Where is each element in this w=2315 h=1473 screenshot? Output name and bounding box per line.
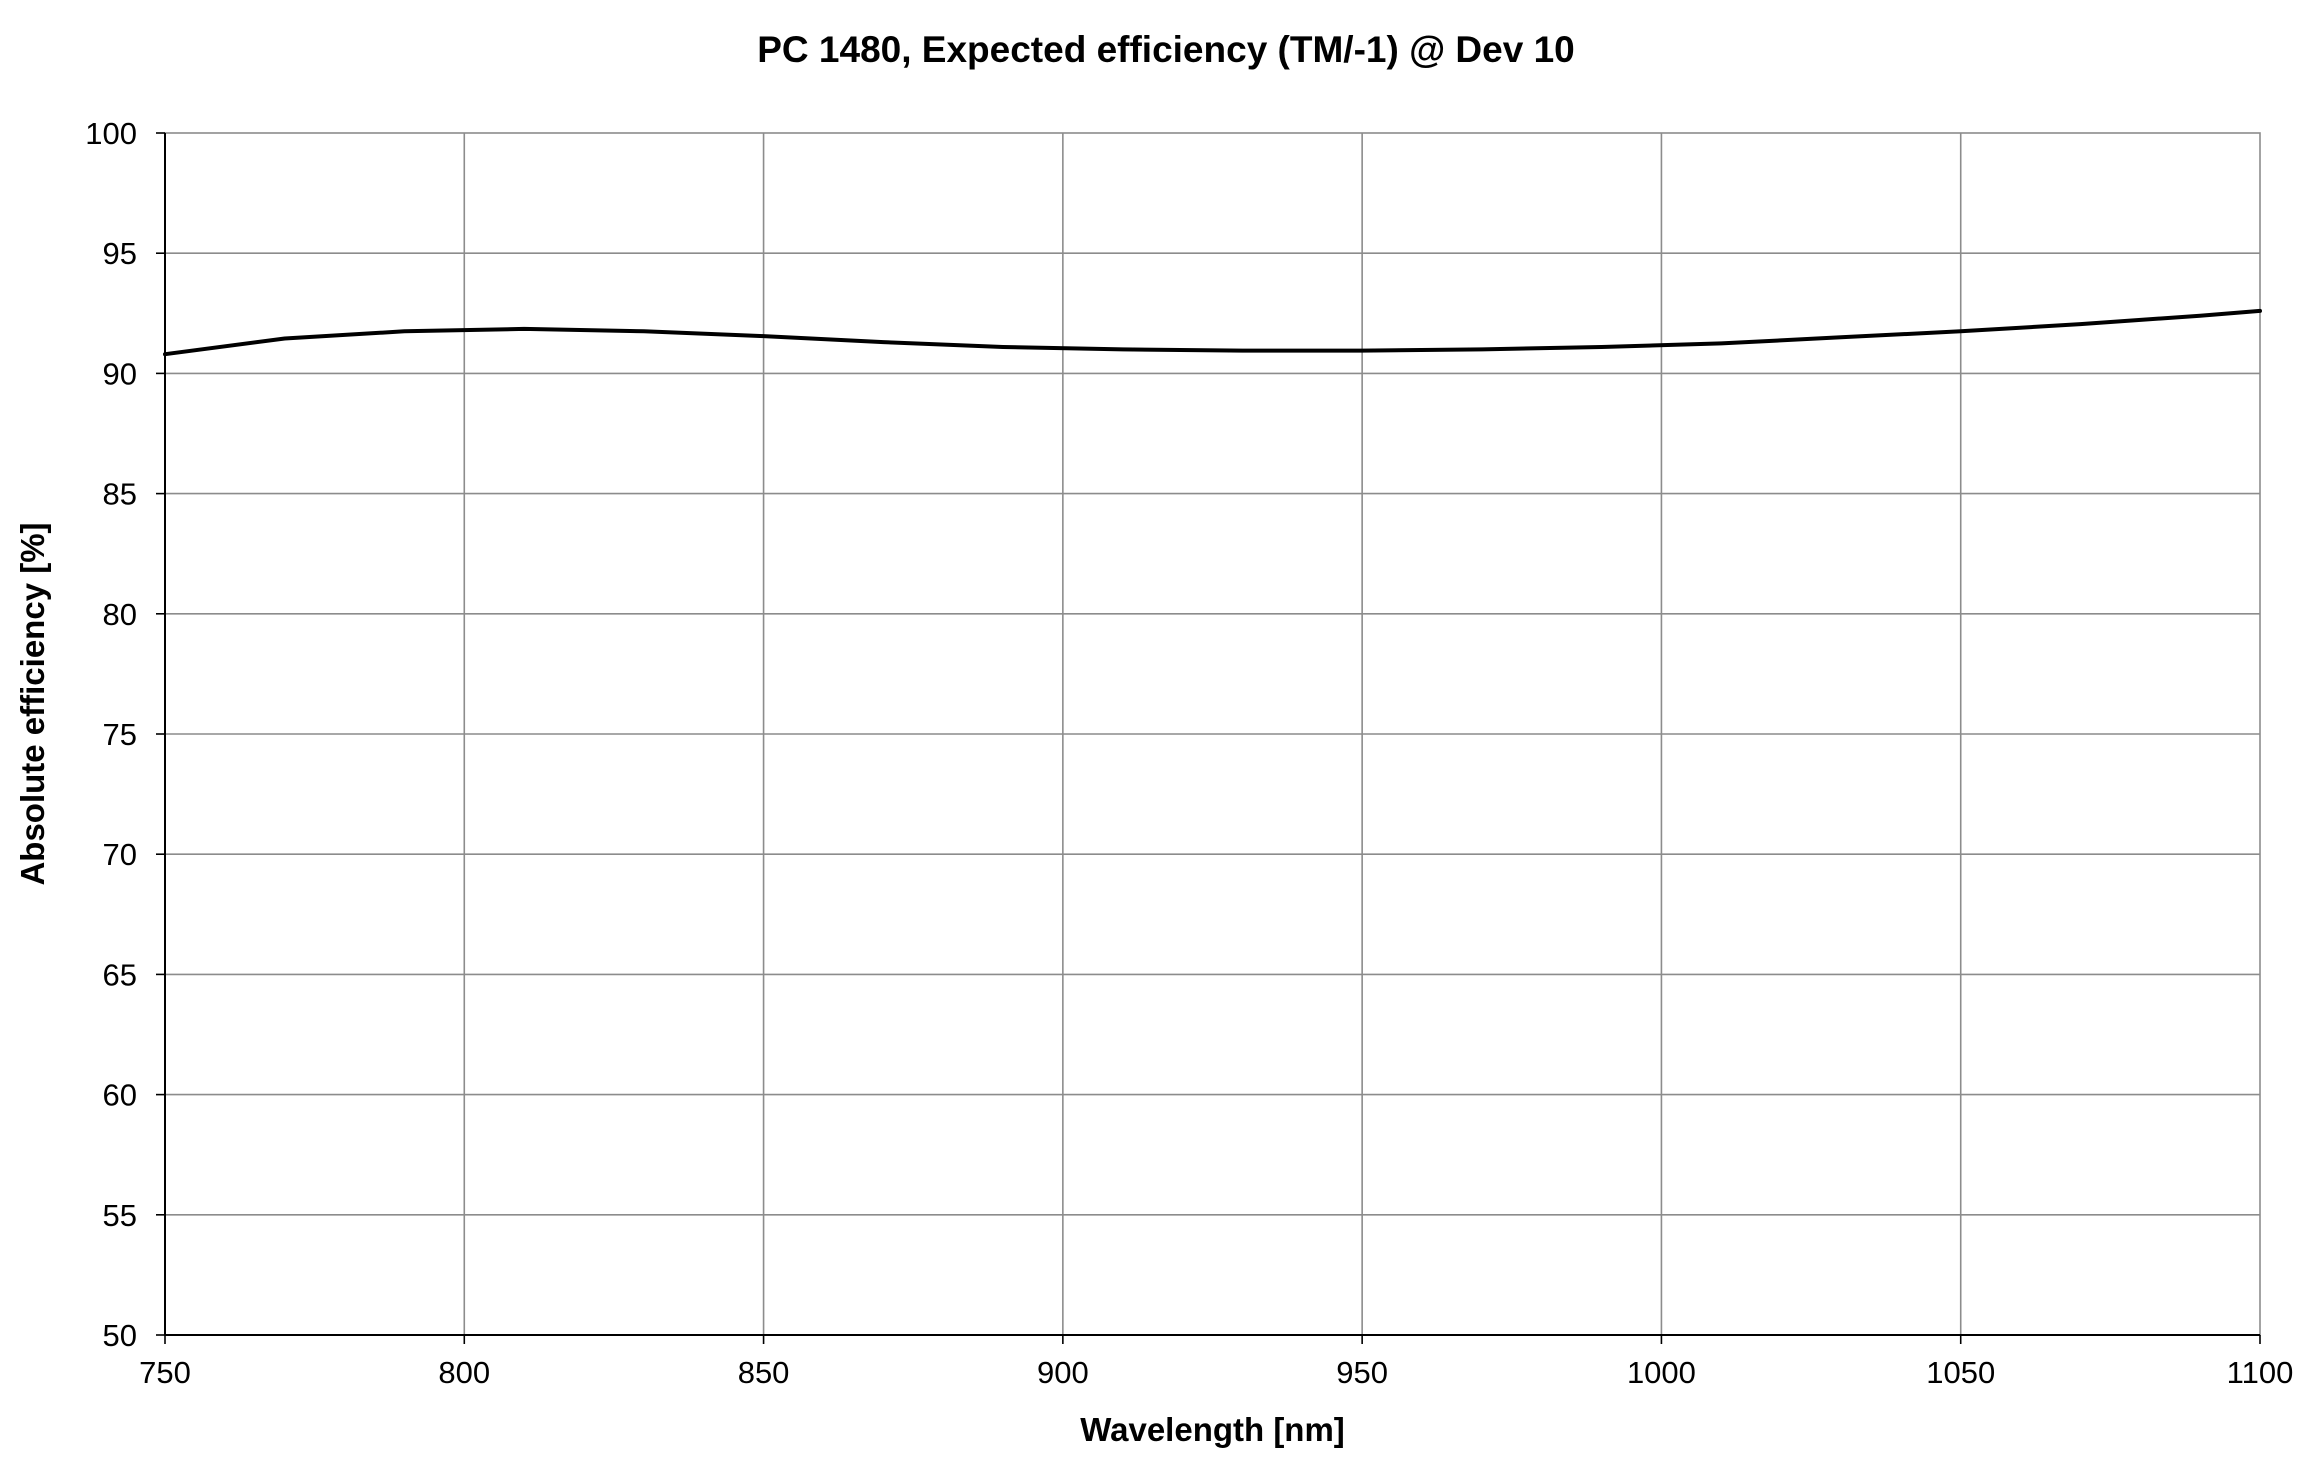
y-tick-label: 85 [103, 477, 137, 512]
tick-labels: 750 800 850 900 950 1000 1050 1100 50 55 60 65 70 75 8… [85, 116, 2293, 1390]
y-tick-label: 75 [103, 717, 137, 752]
series-line [163, 308, 2262, 357]
y-tick-label: 60 [103, 1078, 137, 1113]
y-tick-label: 55 [103, 1198, 137, 1233]
x-tick-label: 800 [438, 1355, 490, 1390]
y-tick-label: 100 [85, 116, 137, 151]
x-tick-label: 750 [139, 1355, 191, 1390]
chart-title: PC 1480, Expected efficiency (TM/-1) @ D… [757, 29, 1575, 70]
x-tick-label: 1000 [1627, 1355, 1696, 1390]
y-tick-label: 50 [103, 1318, 137, 1353]
y-axis-label: Absolute efficiency [%] [14, 522, 51, 885]
series-layer [163, 308, 2262, 357]
x-tick-label: 1100 [2227, 1355, 2294, 1390]
grid-lines [165, 133, 2260, 1335]
axes [156, 132, 2261, 1344]
x-axis-label: Wavelength [nm] [1080, 1411, 1345, 1448]
y-tick-label: 65 [103, 957, 137, 992]
x-tick-label: 1050 [1926, 1355, 1995, 1390]
y-tick-label: 90 [103, 356, 137, 391]
x-tick-label: 900 [1037, 1355, 1089, 1390]
x-tick-label: 850 [738, 1355, 790, 1390]
y-tick-label: 95 [103, 236, 137, 271]
y-tick-label: 70 [103, 837, 137, 872]
x-tick-label: 950 [1336, 1355, 1388, 1390]
y-tick-label: 80 [103, 597, 137, 632]
